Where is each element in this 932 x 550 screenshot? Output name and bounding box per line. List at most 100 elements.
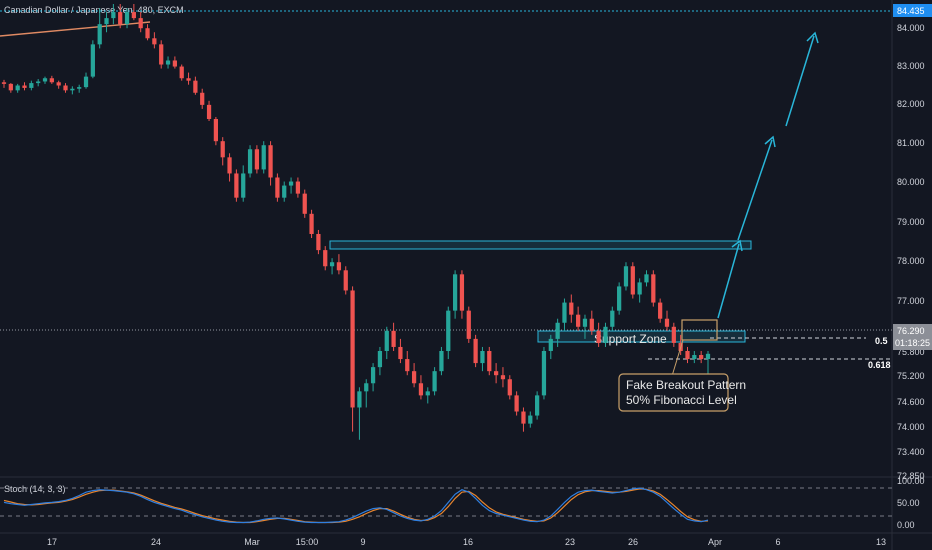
candle-body — [22, 85, 27, 88]
candle-body — [699, 355, 704, 360]
candle-body — [432, 371, 437, 392]
support-zone — [537, 330, 746, 343]
candle-body — [124, 12, 130, 25]
candle-body — [1, 82, 7, 84]
candle-body — [275, 177, 280, 198]
candle-body — [63, 85, 68, 91]
candle-body — [104, 18, 109, 25]
candle-body — [596, 330, 601, 343]
candle-body — [671, 326, 676, 343]
candles-group — [1, 4, 711, 440]
candle-body — [316, 233, 321, 251]
candle-body — [610, 310, 615, 327]
price-tick-label: 75.200 — [897, 371, 925, 381]
candle-body — [541, 350, 547, 396]
candle-body — [282, 185, 287, 198]
candle-body — [411, 371, 417, 384]
candle-body — [15, 85, 20, 91]
candle-body — [459, 274, 465, 311]
resistance-zone — [329, 240, 752, 250]
candle-body — [439, 350, 444, 372]
countdown-text: 01:18:25 — [895, 338, 930, 348]
candle-body — [418, 383, 424, 396]
candle-body — [70, 88, 75, 91]
time-tick-label: Mar — [244, 537, 260, 547]
candle-body — [528, 415, 533, 424]
candle-body — [131, 12, 136, 19]
current-price-text: 76.290 — [897, 326, 925, 336]
candle-body — [644, 274, 649, 283]
candle-body — [357, 391, 362, 408]
time-axis[interactable]: 17 24 Mar 15:00 9 16 23 26 Apr 6 13 — [47, 537, 886, 547]
candle-body — [200, 92, 205, 105]
support-zone-label: Support Zone — [594, 332, 667, 346]
candle-body — [36, 81, 41, 84]
candle-body — [77, 87, 82, 89]
time-tick-label: 13 — [876, 537, 886, 547]
candle-body — [179, 66, 184, 79]
candle-body — [603, 326, 608, 343]
candle-body — [500, 375, 506, 380]
price-tick-label: 78.000 — [897, 256, 925, 266]
candle-body — [336, 262, 342, 271]
candle-body — [658, 302, 663, 319]
callout-pointer — [671, 339, 684, 377]
candle-body — [261, 145, 266, 170]
indicator-tick-0: 0.00 — [897, 520, 915, 530]
time-tick-label: 6 — [775, 537, 780, 547]
arrow-3-shaft — [785, 35, 815, 127]
candle-body — [480, 350, 485, 364]
candle-body — [152, 38, 157, 45]
price-tick-label-partial: 72.850 — [897, 471, 925, 481]
callout-line-2: 50% Fibonacci Level — [626, 393, 737, 407]
top-price-tag — [893, 4, 932, 17]
candle-body — [118, 12, 123, 25]
stochastic-pane: Stoch (14, 3, 3) — [0, 484, 892, 524]
price-tick-label: 77.000 — [897, 296, 925, 306]
candle-body — [159, 44, 164, 65]
candle-body — [295, 181, 301, 194]
candle-body — [384, 330, 389, 351]
candle-body — [213, 118, 219, 142]
price-tick-label: 83.000 — [897, 61, 925, 71]
candle-body — [617, 286, 622, 311]
time-tick-label: 15:00 — [296, 537, 319, 547]
candle-body — [234, 173, 239, 198]
candle-body — [589, 318, 594, 331]
candle-body — [56, 82, 61, 86]
callout-line-1: Fake Breakout Pattern — [626, 378, 746, 392]
current-price-tag — [893, 324, 932, 350]
candle-body — [377, 350, 383, 368]
candle-body — [364, 383, 369, 392]
candle-body — [97, 24, 102, 45]
breakout-highlight-box — [681, 319, 718, 341]
candle-body — [90, 44, 95, 77]
candle-body — [425, 391, 430, 396]
arrow-2-head — [764, 135, 776, 148]
candle-body — [466, 310, 471, 339]
price-tick-label: 81.000 — [897, 138, 925, 148]
candle-body — [507, 379, 512, 396]
candle-body — [172, 60, 177, 67]
candle-body — [268, 145, 273, 178]
price-tick-label: 74.000 — [897, 422, 925, 432]
candle-body — [241, 173, 246, 198]
candle-body — [227, 157, 232, 174]
price-tick-label: 80.000 — [897, 177, 925, 187]
price-tick-label: 74.600 — [897, 397, 925, 407]
indicator-label: Stoch (14, 3, 3) — [4, 484, 66, 494]
time-tick-label: 16 — [463, 537, 473, 547]
candle-body — [582, 318, 588, 327]
callout-box — [618, 373, 729, 412]
candle-body — [555, 322, 560, 339]
candle-body — [111, 12, 116, 19]
candle-body — [193, 80, 198, 93]
candle-body — [405, 359, 410, 372]
candle-body — [350, 290, 355, 408]
candle-body — [562, 302, 567, 323]
candle-body — [49, 78, 54, 83]
candle-body — [343, 270, 348, 291]
candle-body — [623, 266, 629, 287]
candle-body — [705, 353, 711, 360]
